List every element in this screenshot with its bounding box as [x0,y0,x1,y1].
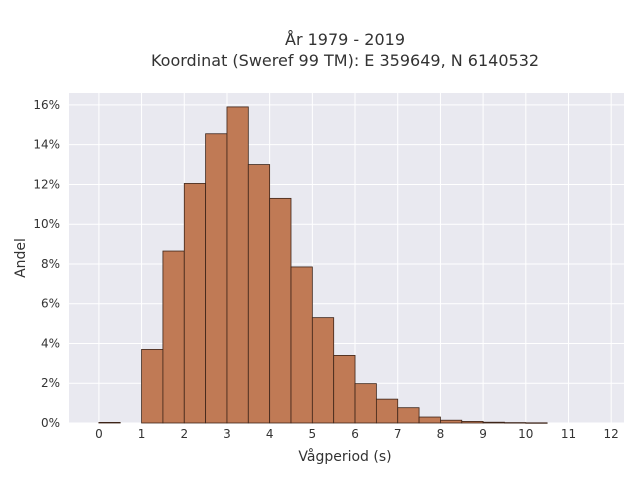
y-tick-label-8: 16% [33,98,60,112]
x-tick-label-3: 3 [223,427,231,441]
y-tick-label-3: 6% [41,297,60,311]
bar-17 [482,421,505,424]
x-axis-title: Vågperiod (s) [298,448,391,465]
bar-5 [226,106,249,424]
x-tick-label-12: 12 [604,427,619,441]
bar-16 [461,421,484,424]
bar-11 [354,383,377,424]
chart-title-line-1: År 1979 - 2019 [285,30,405,49]
y-tick-label-6: 12% [33,177,60,191]
x-tick-label-2: 2 [180,427,188,441]
x-tick-labels: 0 1 2 3 4 5 6 7 8 9 10 11 12 [95,427,619,441]
y-tick-labels: 0% 2% 4% 6% 8% 10% 12% 14% 16% [33,98,60,430]
bar-7 [269,197,292,424]
y-tick-label-4: 8% [41,257,60,271]
bar-8 [290,266,313,424]
chart-title-line-2: Koordinat (Sweref 99 TM): E 359649, N 61… [151,51,539,70]
y-tick-label-7: 14% [33,138,60,152]
bar-19 [525,422,548,424]
x-tick-label-10: 10 [518,427,533,441]
y-tick-label-5: 10% [33,217,60,231]
bar-13 [397,407,420,424]
x-tick-label-4: 4 [266,427,274,441]
bar-1 [141,349,164,424]
x-tick-label-1: 1 [138,427,146,441]
bar-3 [183,183,207,424]
y-axis-title: Andel [13,238,29,278]
x-tick-label-11: 11 [561,427,576,441]
x-tick-label-5: 5 [309,427,317,441]
bars [98,106,548,424]
y-tick-label-2: 4% [41,336,60,350]
x-tick-label-7: 7 [394,427,402,441]
bar-14 [418,416,441,424]
bar-4 [205,133,228,424]
bar-2 [162,250,185,424]
bar-15 [440,419,463,424]
bar-10 [333,355,356,424]
x-tick-label-0: 0 [95,427,103,441]
x-tick-label-9: 9 [479,427,487,441]
y-tick-label-0: 0% [41,416,60,430]
bar-9 [311,317,335,424]
x-tick-label-6: 6 [351,427,359,441]
bar-0 [98,422,121,424]
y-tick-label-1: 2% [41,376,60,390]
bar-12 [375,398,399,424]
bar-18 [504,422,527,424]
x-tick-label-8: 8 [437,427,445,441]
bar-6 [247,164,271,424]
